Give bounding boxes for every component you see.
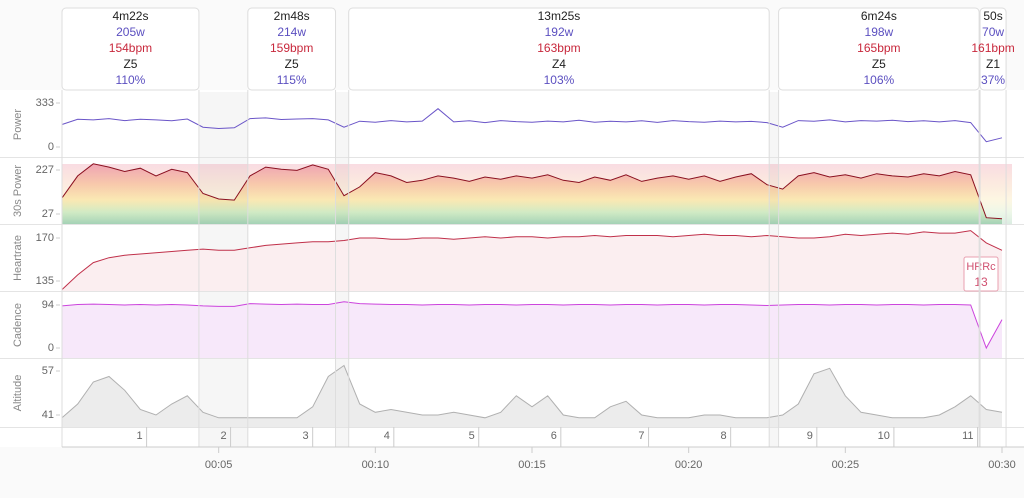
area-fill — [62, 301, 1002, 358]
lap-label: 2 — [220, 430, 226, 442]
y-axis-label: Cadence — [12, 303, 24, 347]
interval-zone: Z5 — [285, 57, 299, 71]
interval-box — [979, 7, 1007, 91]
interval-watts: 198w — [865, 25, 894, 39]
y-tick-label: 41 — [42, 409, 54, 421]
y-tick-label: 135 — [36, 275, 54, 287]
y-axis-label: 30s Power — [12, 165, 24, 217]
lap-label: 11 — [962, 430, 973, 442]
lap-label: 7 — [638, 430, 644, 442]
interval-duration: 6m24s — [861, 9, 897, 23]
interval-watts: 214w — [277, 25, 306, 39]
panel — [61, 364, 1003, 427]
interval-duration: 4m22s — [112, 9, 148, 23]
x-tick-label: 00:25 — [832, 459, 860, 471]
interval-zone: Z4 — [552, 57, 566, 71]
interval-watts: 70w — [982, 25, 1004, 39]
lap-label: 3 — [303, 430, 309, 442]
y-tick-label: 227 — [36, 164, 54, 176]
y-tick-label: 333 — [36, 97, 54, 109]
interval-percent: 115% — [277, 73, 307, 87]
interval-percent: 110% — [116, 73, 146, 87]
y-axis-label: Heartrate — [12, 235, 24, 281]
x-tick-label: 00:10 — [362, 459, 390, 471]
interval-heartrate: 161bpm — [971, 41, 1014, 55]
lap-label: 8 — [721, 430, 727, 442]
interval-box — [61, 7, 200, 91]
interval-percent: 103% — [544, 73, 575, 87]
y-axis-label: Altitude — [12, 375, 24, 412]
interval-heartrate: 154bpm — [109, 41, 152, 55]
lap-label: 5 — [469, 430, 475, 442]
interval-percent: 37% — [981, 73, 1005, 87]
x-tick-label: 00:20 — [675, 459, 703, 471]
x-tick-label: 00:30 — [988, 459, 1016, 471]
interval-zone: Z1 — [986, 57, 1000, 71]
lap-label: 1 — [136, 430, 142, 442]
data-line — [61, 364, 1003, 419]
y-tick-label: 170 — [36, 232, 54, 244]
area-fill — [62, 163, 1002, 224]
y-tick-label: 57 — [42, 365, 54, 377]
lap-label: 10 — [878, 430, 890, 442]
area-fill — [62, 230, 1002, 291]
data-line — [61, 163, 1003, 220]
data-line — [61, 301, 1003, 350]
lap-label: 4 — [384, 430, 390, 442]
panel — [61, 108, 1003, 143]
annotation-box — [963, 256, 999, 292]
area-fill — [62, 365, 1002, 427]
interval-heartrate: 163bpm — [537, 41, 580, 55]
x-tick-label: 00:05 — [205, 459, 233, 471]
y-tick-label: 94 — [42, 299, 54, 311]
interval-duration: 50s — [983, 9, 1002, 23]
y-tick-label: 0 — [48, 141, 54, 153]
interval-duration: 13m25s — [538, 9, 581, 23]
interval-box — [247, 7, 337, 91]
interval-box — [348, 7, 770, 91]
interval-watts: 205w — [116, 25, 145, 39]
interval-heartrate: 159bpm — [270, 41, 313, 55]
annotation-value: 13 — [974, 275, 988, 289]
x-tick-label: 00:15 — [518, 459, 546, 471]
data-line — [61, 108, 1003, 143]
interval-box — [778, 7, 980, 91]
interval-zone: Z5 — [123, 57, 137, 71]
interval-percent: 106% — [864, 73, 895, 87]
y-axis-label: Power — [12, 109, 24, 141]
lap-label: 6 — [551, 430, 557, 442]
data-line — [61, 230, 1003, 290]
lap-label: 9 — [807, 430, 813, 442]
panel — [61, 301, 1003, 358]
panel — [61, 230, 1003, 291]
interval-zone: Z5 — [872, 57, 886, 71]
interval-duration: 2m48s — [274, 9, 310, 23]
interval-watts: 192w — [545, 25, 574, 39]
y-tick-label: 0 — [48, 342, 54, 354]
y-tick-label: 27 — [42, 208, 54, 220]
interval-heartrate: 165bpm — [857, 41, 900, 55]
panel — [61, 163, 1012, 224]
annotation-label: HRRc — [966, 261, 996, 273]
